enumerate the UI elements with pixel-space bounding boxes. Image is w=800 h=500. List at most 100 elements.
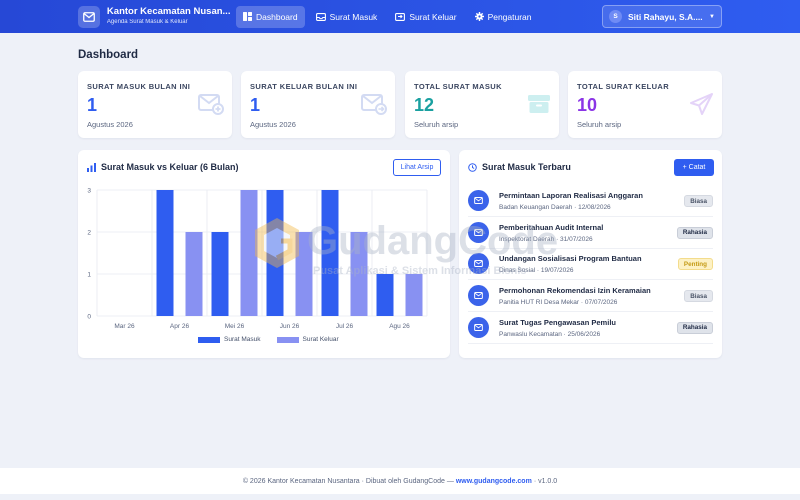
- app-subtitle: Agenda Surat Masuk & Keluar: [106, 19, 188, 25]
- clock-icon: [468, 162, 477, 172]
- x-tick-label: Jul 26: [336, 323, 354, 330]
- catat-button[interactable]: + Catat: [674, 159, 714, 176]
- mail-out-icon: [361, 94, 387, 115]
- nav-label: Surat Masuk: [329, 11, 378, 22]
- list-item[interactable]: Undangan Sosialisasi Program Bantuan Dina…: [468, 248, 713, 281]
- app-title: Kantor Kecamatan Nusan...: [106, 6, 230, 17]
- bar-surat-masuk: [156, 190, 174, 316]
- bar-surat-keluar: [240, 190, 258, 316]
- mail-title: Permintaan Laporan Realisasi Anggaran: [499, 191, 643, 200]
- status-badge: Biasa: [684, 290, 713, 303]
- chart-panel-title: Surat Masuk vs Keluar (6 Bulan): [87, 162, 239, 172]
- stat-value: 10: [577, 95, 598, 115]
- nav-label: Dashboard: [256, 11, 298, 22]
- chevron-down-icon: ▼: [709, 13, 715, 20]
- bar-surat-masuk: [321, 190, 339, 316]
- main-nav: Dashboard Surat Masuk Surat Keluar Penga…: [236, 5, 543, 28]
- send-icon: [690, 93, 713, 115]
- mail-meta: Dinas Sosial · 19/07/2026: [499, 267, 574, 275]
- outbox-icon: [395, 12, 406, 21]
- mail-in-icon: [198, 94, 224, 115]
- stat-card-total-surat-keluar: TOTAL SURAT KELUAR 10 Seluruh arsip: [568, 71, 722, 138]
- footer: © 2026 Kantor Kecamatan Nusantara · Dibu…: [0, 468, 800, 494]
- footer-link[interactable]: www.gudangcode.com: [455, 477, 532, 485]
- stat-label: TOTAL SURAT MASUK: [414, 82, 502, 91]
- status-badge: Rahasia: [676, 321, 713, 334]
- footer-version: · v1.0.0: [533, 477, 558, 485]
- top-navbar: Kantor Kecamatan Nusan... Agenda Surat M…: [0, 0, 800, 33]
- list-item[interactable]: Surat Tugas Pengawasan Pemilu Panwaslu Ke…: [468, 312, 713, 344]
- nav-pengaturan[interactable]: Pengaturan: [468, 6, 539, 28]
- nav-surat-masuk[interactable]: Surat Masuk: [309, 6, 385, 28]
- nav-dashboard[interactable]: Dashboard: [236, 5, 305, 28]
- x-tick-label: Mar 26: [114, 323, 135, 330]
- list-item[interactable]: Permohonan Rekomendasi Izin Keramaian Pan…: [468, 280, 713, 313]
- footer-text: © 2026 Kantor Kecamatan Nusantara · Dibu…: [242, 477, 454, 485]
- stat-value: 1: [87, 95, 98, 115]
- y-tick-label: 3: [87, 188, 91, 195]
- bar-surat-masuk: [376, 274, 394, 316]
- x-tick-label: Apr 26: [170, 323, 190, 330]
- envelope-logo-icon: [78, 5, 100, 28]
- grid-icon: [243, 12, 252, 21]
- brand[interactable]: Kantor Kecamatan Nusan... Agenda Surat M…: [78, 5, 230, 28]
- envelope-icon: [468, 253, 489, 275]
- stat-card-surat-masuk-bulan-ini: SURAT MASUK BULAN INI 1 Agustus 2026: [78, 71, 232, 138]
- nav-label: Pengaturan: [487, 11, 532, 22]
- mail-title: Pemberitahuan Audit Internal: [499, 222, 604, 232]
- lihat-arsip-button[interactable]: Lihat Arsip: [393, 159, 441, 176]
- archive-icon: [528, 95, 550, 113]
- recent-mail-title: Surat Masuk Terbaru: [468, 162, 571, 172]
- stat-card-surat-keluar-bulan-ini: SURAT KELUAR BULAN INI 1 Agustus 2026: [241, 71, 395, 138]
- nav-surat-keluar[interactable]: Surat Keluar: [388, 6, 463, 28]
- mail-title: Undangan Sosialisasi Program Bantuan: [499, 254, 642, 264]
- stat-value: 1: [250, 95, 261, 115]
- envelope-icon: [468, 221, 489, 243]
- x-tick-label: Mei 26: [225, 323, 245, 330]
- stat-sub: Seluruh arsip: [414, 120, 459, 129]
- status-badge: Biasa: [684, 195, 713, 207]
- envelope-icon: [468, 316, 489, 338]
- bar-surat-keluar: [185, 232, 203, 316]
- x-tick-label: Agu 26: [389, 323, 410, 330]
- legend-swatch: [198, 336, 220, 343]
- chart-title-text: Surat Masuk vs Keluar (6 Bulan): [101, 162, 239, 172]
- mail-meta: Panwaslu Kecamatan · 25/06/2026: [499, 330, 601, 338]
- chart-legend: Surat Masuk Surat Keluar: [198, 336, 355, 343]
- y-tick-label: 0: [87, 314, 91, 321]
- avatar: S: [609, 10, 622, 23]
- recent-mail-title-text: Surat Masuk Terbaru: [482, 162, 571, 172]
- stat-label: SURAT KELUAR BULAN INI: [250, 82, 358, 91]
- stat-label: TOTAL SURAT KELUAR: [577, 82, 670, 91]
- bar-surat-masuk: [266, 190, 284, 316]
- bar-surat-keluar: [350, 232, 368, 316]
- list-item[interactable]: Pemberitahuan Audit Internal Inspektorat …: [468, 217, 713, 249]
- inbox-icon: [315, 12, 326, 21]
- chart-panel: Surat Masuk vs Keluar (6 Bulan) Lihat Ar…: [78, 150, 450, 358]
- stat-card-total-surat-masuk: TOTAL SURAT MASUK 12 Seluruh arsip: [405, 71, 559, 138]
- x-tick-label: Jun 26: [280, 323, 300, 330]
- bar-surat-masuk: [211, 232, 229, 316]
- bar-surat-keluar: [295, 232, 313, 316]
- legend-item-surat-keluar: Surat Keluar: [276, 336, 339, 343]
- mail-title: Permohonan Rekomendasi Izin Keramaian: [499, 286, 651, 296]
- stat-sub: Agustus 2026: [250, 120, 296, 129]
- bar-surat-keluar: [405, 274, 423, 316]
- page-title: Dashboard: [78, 49, 139, 61]
- stat-label: SURAT MASUK BULAN INI: [87, 82, 191, 91]
- mail-meta: Badan Keuangan Daerah · 12/08/2026: [499, 204, 611, 211]
- bar-chart-icon: [87, 162, 96, 172]
- y-tick-label: 2: [87, 230, 91, 237]
- user-menu[interactable]: S Siti Rahayu, S.A.... ▼: [602, 5, 722, 28]
- legend-label: Surat Masuk: [224, 336, 261, 343]
- nav-label: Surat Keluar: [409, 11, 457, 22]
- legend-item-surat-masuk: Surat Masuk: [198, 336, 261, 343]
- user-name: Siti Rahayu, S.A....: [628, 11, 703, 22]
- mail-meta: Inspektorat Daerah · 31/07/2026: [499, 235, 593, 243]
- recent-mail-panel: Surat Masuk Terbaru + Catat Permintaan L…: [459, 150, 722, 358]
- stat-sub: Agustus 2026: [87, 120, 133, 129]
- mail-title: Surat Tugas Pengawasan Pemilu: [499, 317, 616, 327]
- y-tick-label: 1: [87, 272, 91, 279]
- list-item[interactable]: Permintaan Laporan Realisasi Anggaran Bad…: [468, 185, 713, 217]
- legend-label: Surat Keluar: [302, 336, 339, 343]
